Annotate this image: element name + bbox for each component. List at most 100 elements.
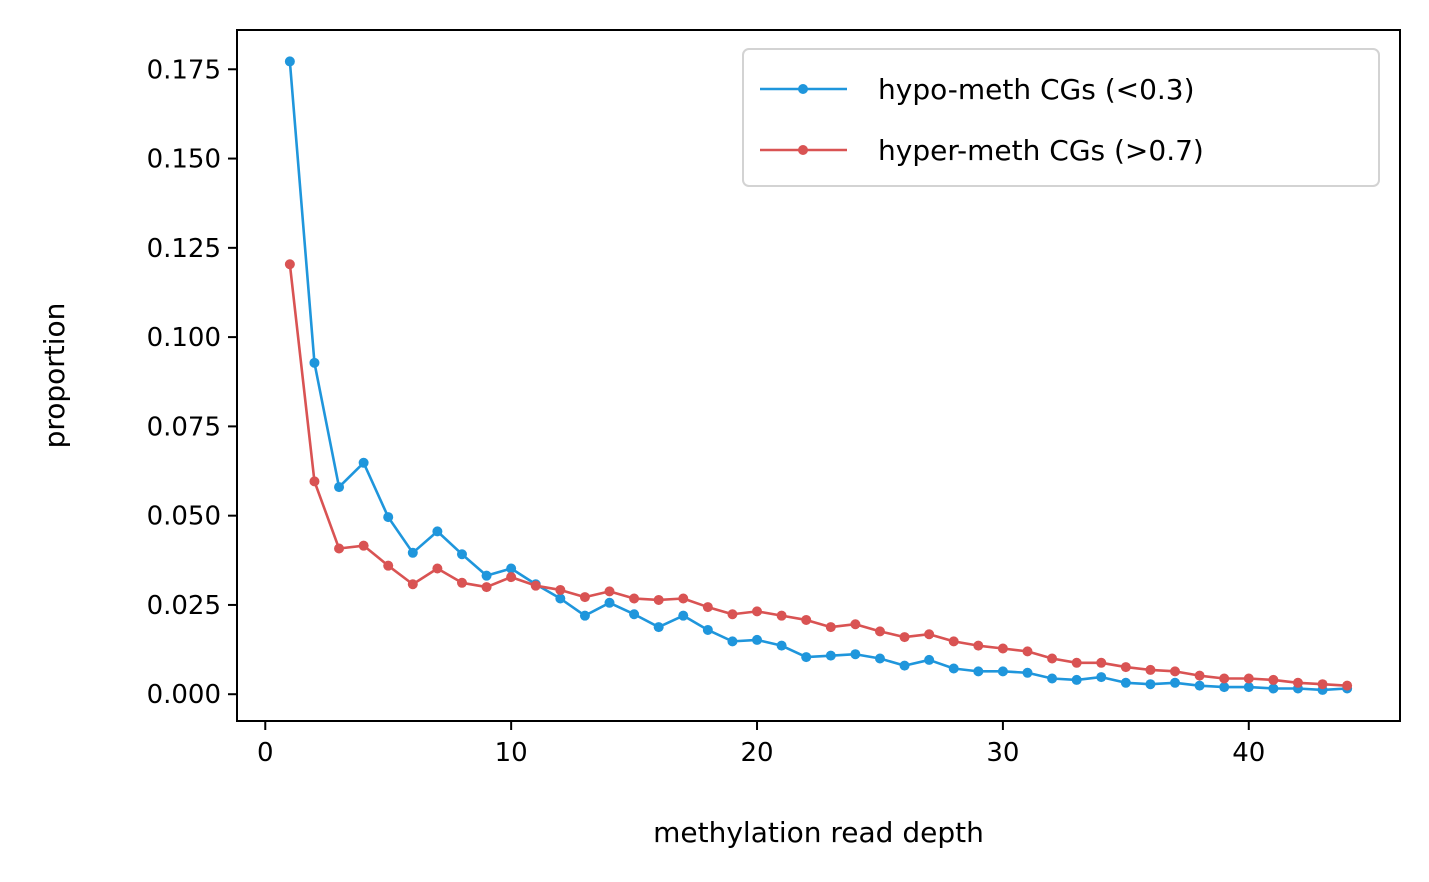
y-tick-label: 0.150 [147,145,221,175]
data-point [1047,653,1058,664]
data-point [1243,682,1254,693]
data-point [579,592,590,603]
data-point [1243,673,1254,684]
y-tick-label: 0.100 [147,323,221,353]
data-point [948,636,959,647]
data-point [1194,680,1205,691]
data-point [1120,677,1131,688]
data-point [579,610,590,621]
data-point [432,563,443,574]
data-point [481,582,492,593]
x-tick-label: 40 [1232,738,1265,768]
data-point [383,560,394,571]
data-point [334,543,345,554]
data-point [432,526,443,537]
data-point [309,476,320,487]
data-point [702,624,713,635]
data-point [678,593,689,604]
data-point [407,547,418,558]
x-axis-label: methylation read depth [653,816,984,849]
legend-entry-label: hypo-meth CGs (<0.3) [878,73,1195,106]
data-point [997,643,1008,654]
data-point [1145,664,1156,675]
data-point [776,610,787,621]
x-tick-label: 30 [986,738,1019,768]
data-point [924,654,935,665]
data-point [899,660,910,671]
data-point [752,606,763,617]
data-point [309,357,320,368]
data-point [1268,683,1279,694]
data-point [506,572,517,583]
data-point [1170,677,1181,688]
data-point [1194,670,1205,681]
data-point [948,663,959,674]
data-point [506,563,517,574]
data-point [924,629,935,640]
data-point [752,634,763,645]
y-tick-label: 0.125 [147,234,221,264]
data-point [604,597,615,608]
y-axis: 0.000 0.025 0.050 0.075 0.100 0.125 0.150 0.175 [147,55,237,710]
data-point [727,636,738,647]
data-point [801,614,812,625]
data-point [1145,679,1156,690]
data-point [1317,679,1328,690]
data-point [850,619,861,630]
x-tick-label: 20 [740,738,773,768]
data-point [1342,680,1353,691]
data-point [653,594,664,605]
x-axis: 0 10 20 30 40 [257,721,1265,768]
data-point [1170,666,1181,677]
y-tick-label: 0.025 [147,591,221,621]
data-point [456,549,467,560]
legend: hypo-meth CGs (<0.3) hyper-meth CGs (>0.7… [742,48,1380,187]
data-point [629,593,640,604]
data-point [1292,677,1303,688]
y-tick-label: 0.175 [147,55,221,85]
data-point [899,632,910,643]
plot-frame [236,29,1401,722]
data-point [284,56,295,67]
data-point [653,622,664,633]
data-point [825,622,836,633]
data-point [358,457,369,468]
data-point [1071,657,1082,668]
data-point [1120,662,1131,673]
data-point [1219,682,1230,693]
y-tick-label: 0.075 [147,412,221,442]
data-point [1022,667,1033,678]
data-point [555,593,566,604]
x-tick-label: 0 [257,738,274,768]
y-tick-label: 0.050 [147,502,221,532]
data-point [1096,672,1107,683]
data-point [850,649,861,660]
data-point [456,577,467,588]
data-point [1022,646,1033,657]
data-point [678,610,689,621]
series-layer [284,56,1353,695]
data-point [383,512,394,523]
legend-marker [798,84,808,94]
data-point [874,626,885,637]
data-point [407,579,418,590]
data-point [874,653,885,664]
data-point [973,640,984,651]
data-point [1047,673,1058,684]
data-point [702,602,713,613]
data-point [358,540,369,551]
legend-marker [798,145,808,155]
data-point [1071,674,1082,685]
legend-box [742,48,1380,187]
data-point [530,580,541,591]
data-point [973,666,984,677]
data-point [555,584,566,595]
legend-entry-label: hyper-meth CGs (>0.7) [878,134,1204,167]
data-point [1268,674,1279,685]
data-point [776,640,787,651]
data-point [284,259,295,270]
data-point [1096,657,1107,668]
data-point [481,570,492,581]
x-tick-label: 10 [495,738,528,768]
